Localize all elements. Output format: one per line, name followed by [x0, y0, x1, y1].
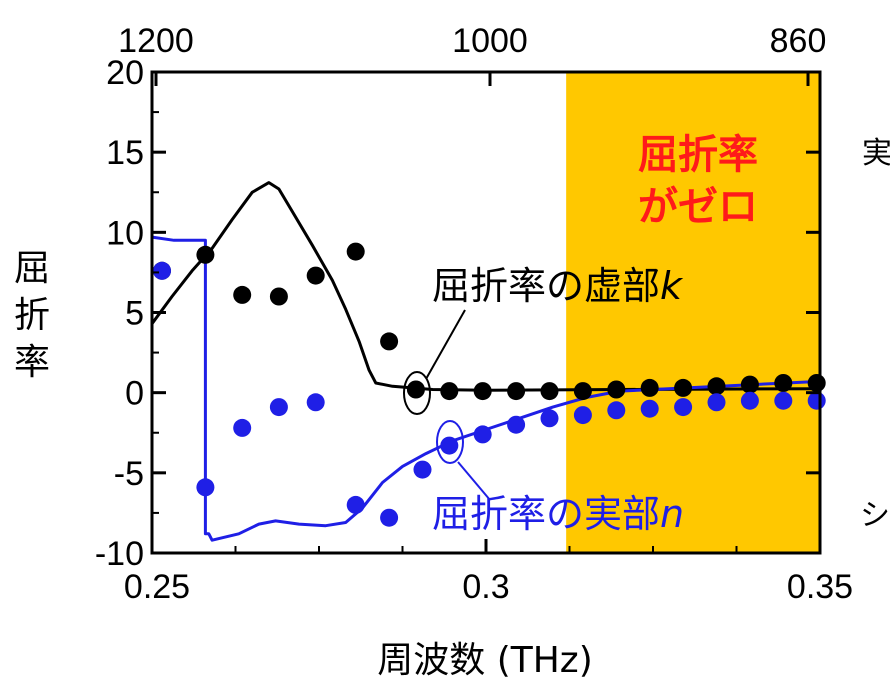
- data-point-k-3: [269, 287, 288, 306]
- data-point-k-16: [707, 377, 726, 396]
- data-point-k-17: [740, 375, 759, 394]
- k-series-label: 屈折率の虚部k: [432, 264, 684, 308]
- series-line-k: [150, 181, 821, 392]
- data-point-n-14: [640, 399, 659, 418]
- zero-index-region: [566, 72, 820, 553]
- data-point-n-10: [507, 415, 526, 434]
- data-point-k-1: [196, 245, 215, 264]
- y-tick-label-3: 5: [125, 295, 144, 333]
- data-point-n-11: [540, 409, 559, 428]
- x-axis-title: 周波数 (THz): [377, 640, 593, 681]
- data-point-n-4: [306, 393, 325, 412]
- data-point-n-12: [573, 406, 592, 425]
- y-axis-title-char-3: 率: [14, 342, 50, 383]
- n-series-label-main: 屈折率の実部: [432, 492, 660, 536]
- y-axis-title-char-2: 折: [14, 295, 50, 336]
- data-point-n-3: [269, 398, 288, 417]
- n-callout-ellipse: [436, 420, 464, 464]
- x-tick-label-0: 0.25: [124, 568, 190, 606]
- data-point-k-8: [440, 382, 459, 401]
- data-point-k-2: [233, 285, 252, 304]
- k-series-label-main: 屈折率の虚部: [432, 264, 660, 308]
- data-point-n-6: [380, 508, 399, 527]
- data-point-k-15: [674, 378, 693, 397]
- x-tick-label-1: 0.3: [462, 568, 509, 606]
- axis-ticks: [150, 70, 822, 555]
- top-tick-label-0: 1200: [118, 22, 194, 60]
- data-point-n-9: [473, 425, 492, 444]
- y-tick-label-0: 20: [106, 54, 144, 92]
- y-axis-title-char-1: 屈: [14, 248, 50, 289]
- data-point-n-15: [674, 398, 693, 417]
- series-points: [153, 242, 826, 527]
- cut-text-bottom: シ: [860, 498, 890, 533]
- k-callout-ellipse: [403, 371, 431, 415]
- data-point-k-12: [573, 382, 592, 401]
- data-point-k-7: [406, 380, 425, 399]
- data-point-n-0: [153, 261, 171, 280]
- y-tick-label-5: -5: [114, 455, 144, 493]
- zero-index-label-line1: 屈折率: [638, 132, 758, 178]
- cut-text-top: 実: [862, 136, 890, 171]
- data-point-n-13: [607, 401, 626, 420]
- data-point-k-10: [507, 382, 526, 401]
- n-series-label: 屈折率の実部n: [432, 492, 684, 536]
- n-series-label-var: n: [660, 492, 684, 536]
- tick-labels: 20 15 10 5 0 -5 -100.25 0.3 0.35 1200 1000 860: [95, 22, 853, 606]
- data-point-k-19: [807, 374, 826, 392]
- data-point-k-11: [540, 382, 559, 401]
- y-axis-title: 屈 折 率: [14, 248, 50, 383]
- data-point-n-2: [233, 418, 252, 437]
- data-point-k-13: [607, 380, 626, 399]
- top-tick-label-1: 1000: [452, 22, 528, 60]
- data-point-k-9: [473, 382, 492, 401]
- data-point-k-4: [306, 266, 325, 285]
- zero-index-label-line2: がゼロ: [638, 184, 758, 230]
- data-point-n-8: [440, 436, 459, 455]
- k-callout-line: [425, 309, 466, 380]
- y-tick-label-4: 0: [125, 375, 144, 413]
- y-tick-label-1: 15: [106, 134, 144, 172]
- data-point-n-5: [346, 495, 365, 514]
- top-tick-label-2: 860: [770, 22, 827, 60]
- data-point-k-5: [346, 242, 365, 261]
- k-series-label-var: k: [660, 264, 684, 308]
- data-point-n-18: [774, 391, 793, 410]
- data-point-n-7: [413, 460, 432, 479]
- data-point-n-16: [707, 393, 726, 412]
- data-point-n-17: [740, 391, 759, 410]
- x-tick-label-2: 0.35: [787, 568, 853, 606]
- data-point-k-14: [640, 378, 659, 397]
- n-callout-line: [457, 461, 491, 501]
- y-tick-label-6: -10: [95, 535, 144, 573]
- y-tick-label-2: 10: [106, 214, 144, 252]
- data-point-k-18: [774, 374, 793, 392]
- data-point-n-19: [807, 391, 826, 410]
- data-point-n-1: [196, 478, 215, 497]
- data-point-k-6: [380, 332, 399, 351]
